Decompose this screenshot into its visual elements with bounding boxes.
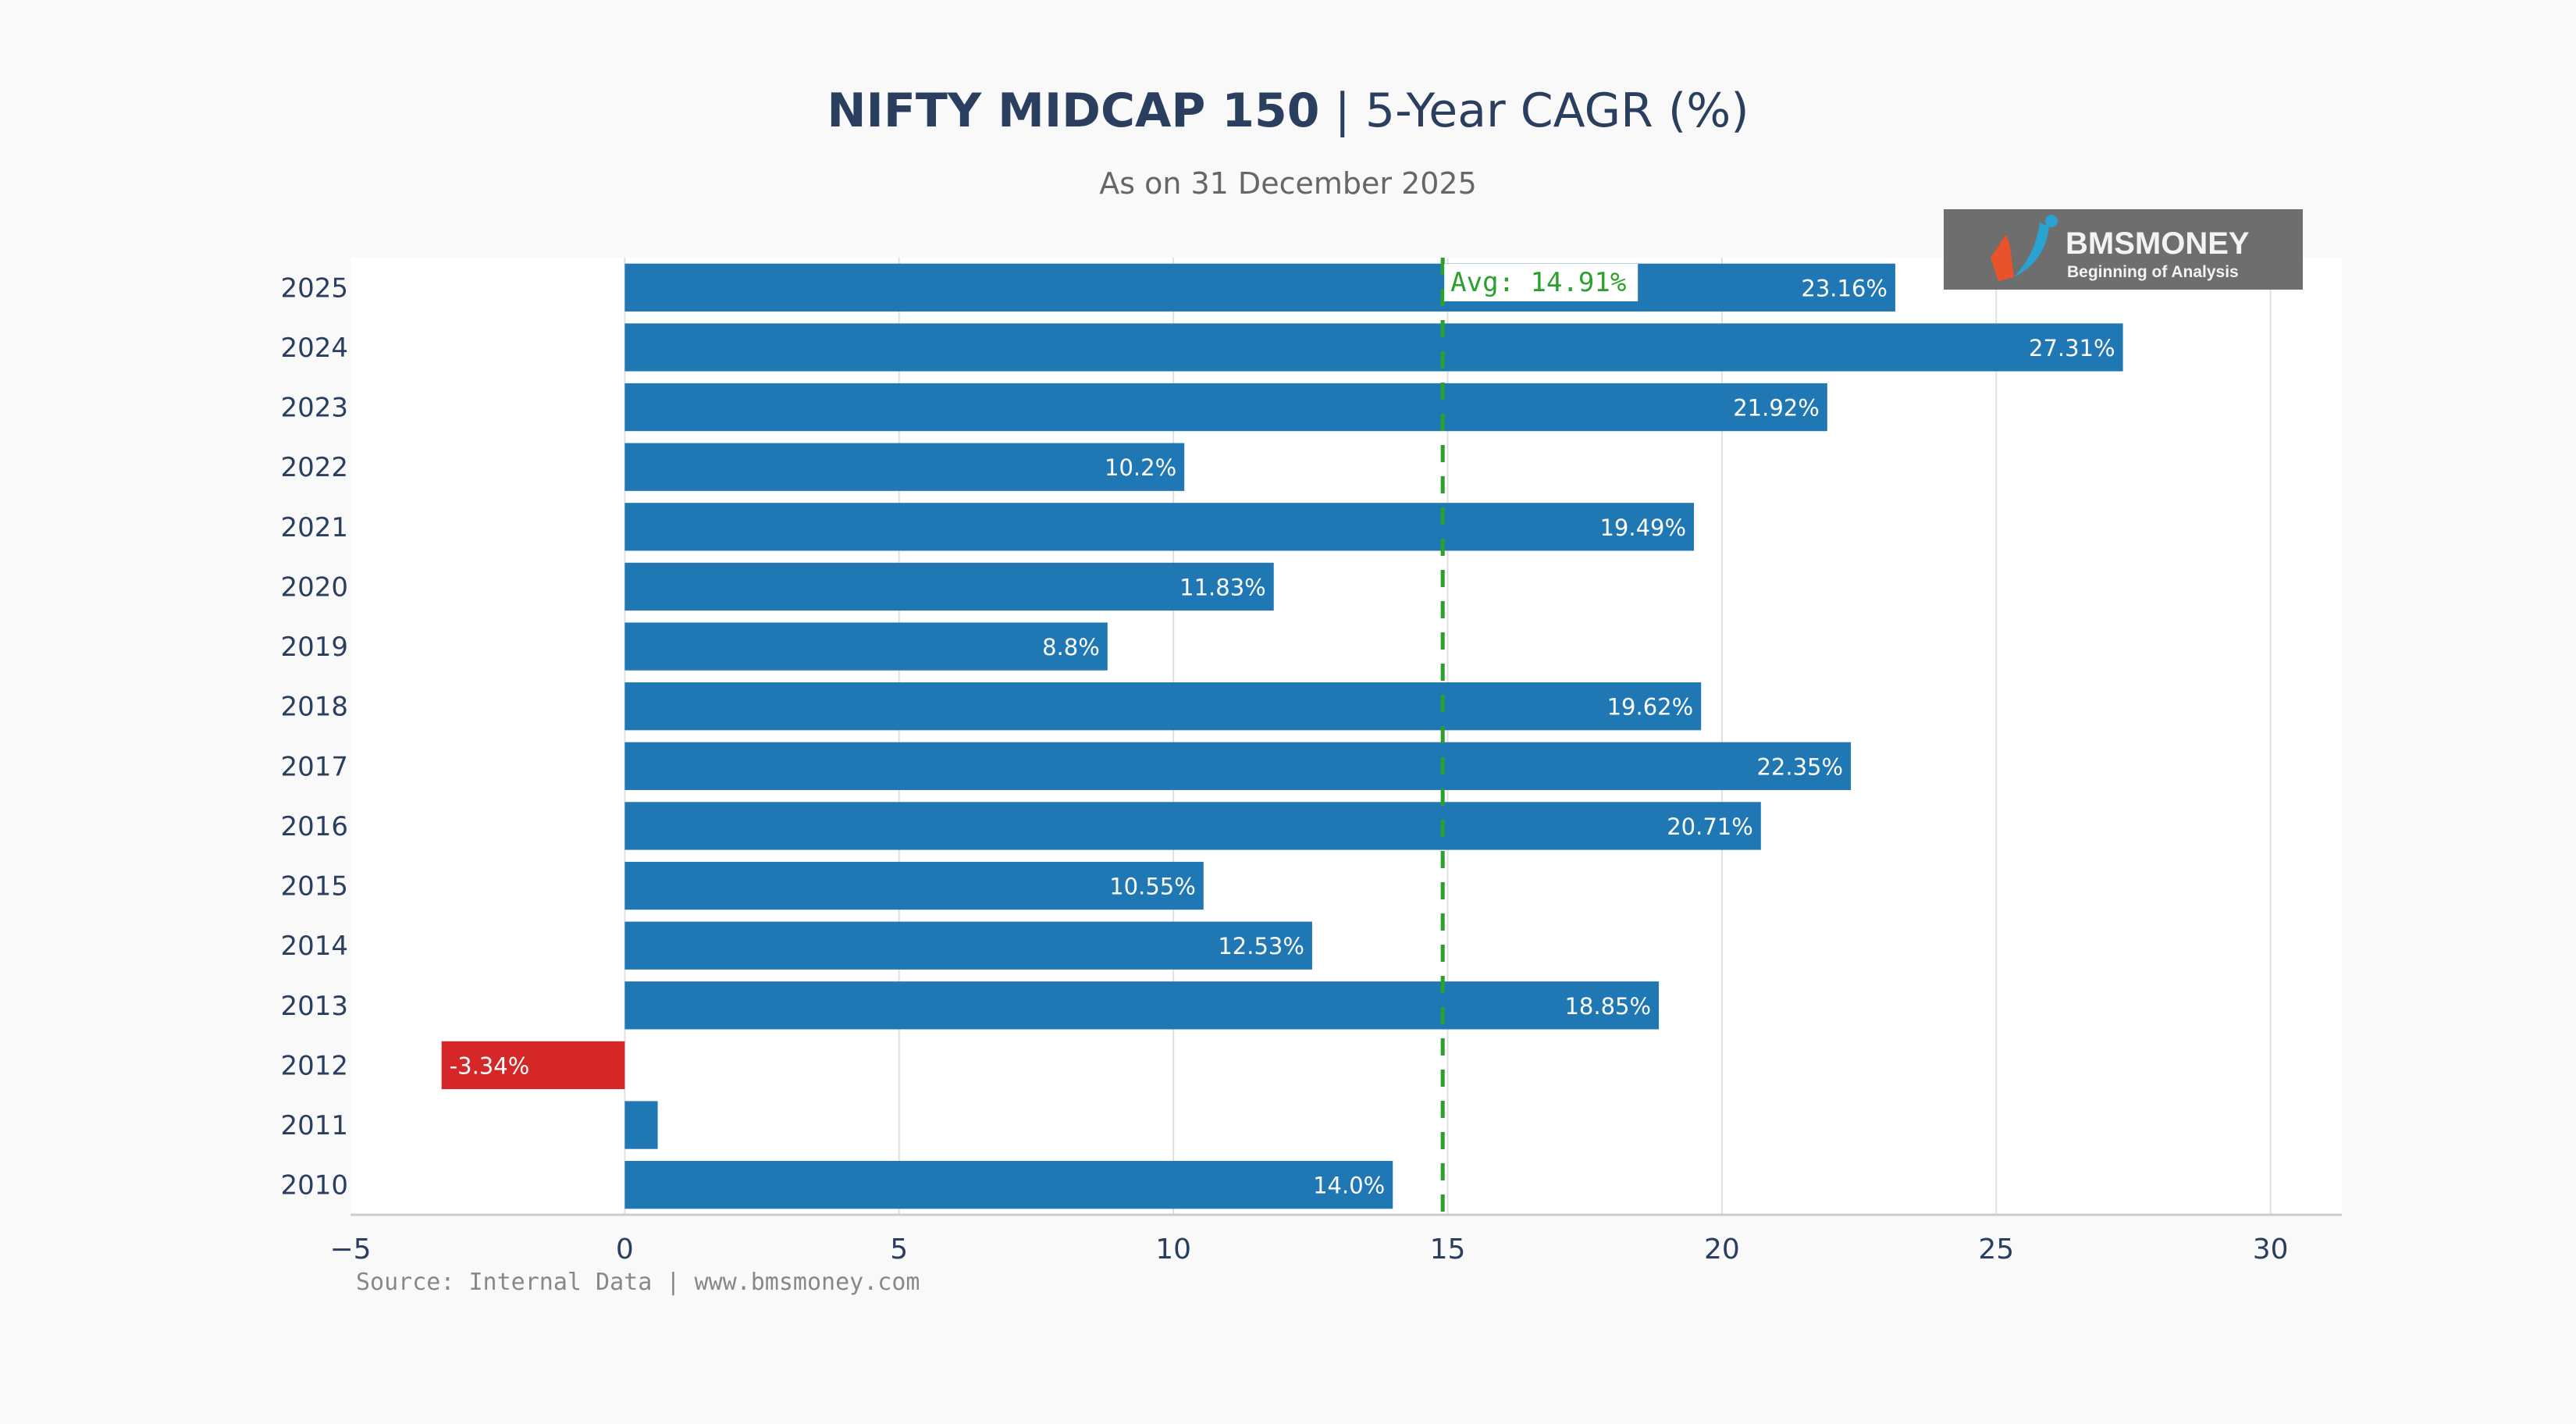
data-label: 22.35% [1756, 753, 1843, 780]
data-label: 12.53% [1218, 933, 1304, 959]
logo: BMSMONEY Beginning of Analysis [1944, 209, 2303, 290]
y-tick-label: 2019 [280, 632, 348, 663]
x-tick-label: 20 [1704, 1234, 1740, 1266]
data-label: 27.31% [2029, 335, 2115, 361]
y-tick-label: 2021 [280, 512, 348, 543]
logo-person-icon [2014, 222, 2049, 277]
data-label: 10.2% [1105, 454, 1176, 481]
y-tick-label: 2023 [280, 393, 348, 424]
y-tick-label: 2024 [280, 333, 348, 364]
bar-2020 [624, 562, 1274, 611]
x-tick-label: −5 [329, 1234, 371, 1266]
data-label: 21.92% [1733, 395, 1820, 422]
x-tick-label: 30 [2253, 1234, 2289, 1266]
average-label: Avg: 14.91% [1450, 267, 1626, 298]
y-tick-label: 2015 [280, 871, 348, 902]
bar-2013 [624, 981, 1660, 1030]
x-tick-label: 25 [1978, 1234, 2014, 1266]
data-label: 20.71% [1667, 813, 1753, 840]
chart-subtitle: As on 31 December 2025 [1099, 166, 1477, 201]
y-tick-label: 2018 [280, 692, 348, 723]
logo-name: BMSMONEY [2065, 226, 2250, 261]
y-tick-label: 2014 [280, 931, 348, 962]
bar-2021 [624, 503, 1695, 551]
chart-title: NIFTY MIDCAP 150 | 5-Year CAGR (%) [827, 84, 1749, 138]
data-label: 10.55% [1109, 874, 1196, 900]
bar-2019 [624, 622, 1108, 671]
y-tick-label: 2011 [280, 1110, 348, 1141]
y-tick-label: 2025 [280, 272, 348, 304]
x-tick-label: 0 [616, 1234, 634, 1266]
bar-2010 [624, 1161, 1393, 1209]
logo-money-icon [1991, 234, 2014, 281]
average-label-bg [1444, 264, 1638, 301]
y-tick-label: 2016 [280, 811, 348, 842]
data-label: 8.8% [1042, 634, 1100, 660]
source-note: Source: Internal Data | www.bmsmoney.com [356, 1269, 920, 1296]
logo-tagline: Beginning of Analysis [2067, 263, 2239, 281]
data-label: 19.49% [1599, 514, 1686, 541]
x-tick-label: 15 [1430, 1234, 1466, 1266]
y-tick-label: 2013 [280, 991, 348, 1022]
data-label: 19.62% [1607, 694, 1694, 721]
bar-2012 [441, 1041, 625, 1090]
bar-2011 [624, 1101, 658, 1149]
data-label: 18.85% [1564, 993, 1651, 1020]
data-label: -3.34% [450, 1052, 530, 1079]
data-label: 11.83% [1179, 574, 1266, 600]
bar-2024 [624, 323, 2123, 372]
bar-2015 [624, 861, 1204, 910]
bar-2018 [624, 682, 1702, 731]
bar-2016 [624, 802, 1761, 850]
data-label: 14.0% [1313, 1173, 1385, 1199]
y-tick-label: 2010 [280, 1170, 348, 1202]
bar-2022 [624, 443, 1185, 491]
y-tick-label: 2017 [280, 751, 348, 782]
x-tick-label: 5 [890, 1234, 908, 1266]
y-tick-label: 2012 [280, 1050, 348, 1081]
y-tick-label: 2020 [280, 571, 348, 603]
bar-2023 [624, 383, 1827, 432]
x-tick-label: 10 [1155, 1234, 1191, 1266]
data-label: 23.16% [1801, 275, 1888, 301]
y-tick-label: 2022 [280, 452, 348, 483]
bar-2017 [624, 742, 1852, 790]
bar-2025 [624, 263, 1895, 312]
bar-2014 [624, 921, 1312, 970]
